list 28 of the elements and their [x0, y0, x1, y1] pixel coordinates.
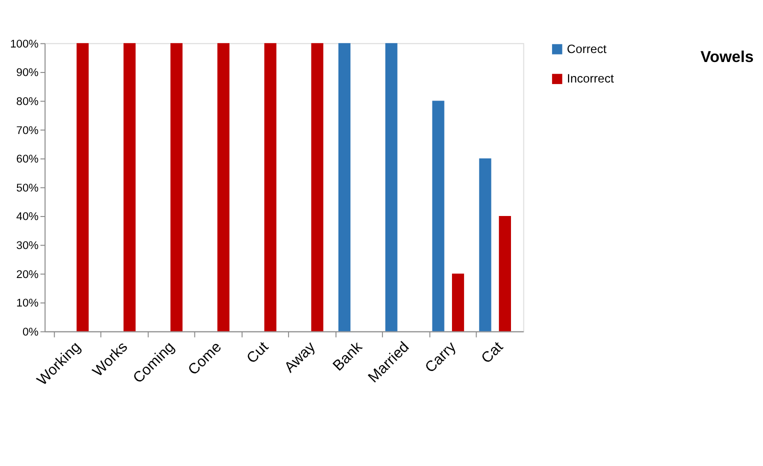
- bar: [338, 43, 350, 332]
- y-tick-label: 30%: [16, 240, 39, 252]
- bar: [385, 43, 398, 332]
- bar: [432, 100, 444, 332]
- y-tick-label: 90%: [16, 67, 39, 80]
- bar: [217, 43, 230, 332]
- y-tick-label: 50%: [16, 182, 39, 194]
- y-tick-label: 80%: [16, 96, 39, 108]
- bar: [76, 43, 89, 332]
- y-tick-label: 100%: [10, 38, 39, 50]
- y-tick-label: 60%: [16, 154, 39, 166]
- legend-label: Incorrect: [566, 72, 615, 86]
- y-tick-label: 0%: [22, 326, 39, 338]
- x-tick-label: Cut: [244, 338, 272, 367]
- legend-label: Correct: [566, 42, 608, 56]
- x-tick-label: Cat: [478, 338, 508, 367]
- y-tick-label: 20%: [16, 268, 39, 281]
- bar: [311, 43, 324, 332]
- bar: [452, 274, 464, 332]
- bar: [170, 43, 183, 332]
- bar: [124, 43, 136, 332]
- y-tick-label: 10%: [16, 298, 39, 310]
- bar: [498, 216, 511, 332]
- bar: [479, 158, 492, 332]
- text: Vowels: [700, 48, 754, 66]
- bar: [264, 43, 276, 332]
- y-tick-label: 40%: [16, 211, 39, 224]
- y-tick-label: 70%: [16, 124, 39, 137]
